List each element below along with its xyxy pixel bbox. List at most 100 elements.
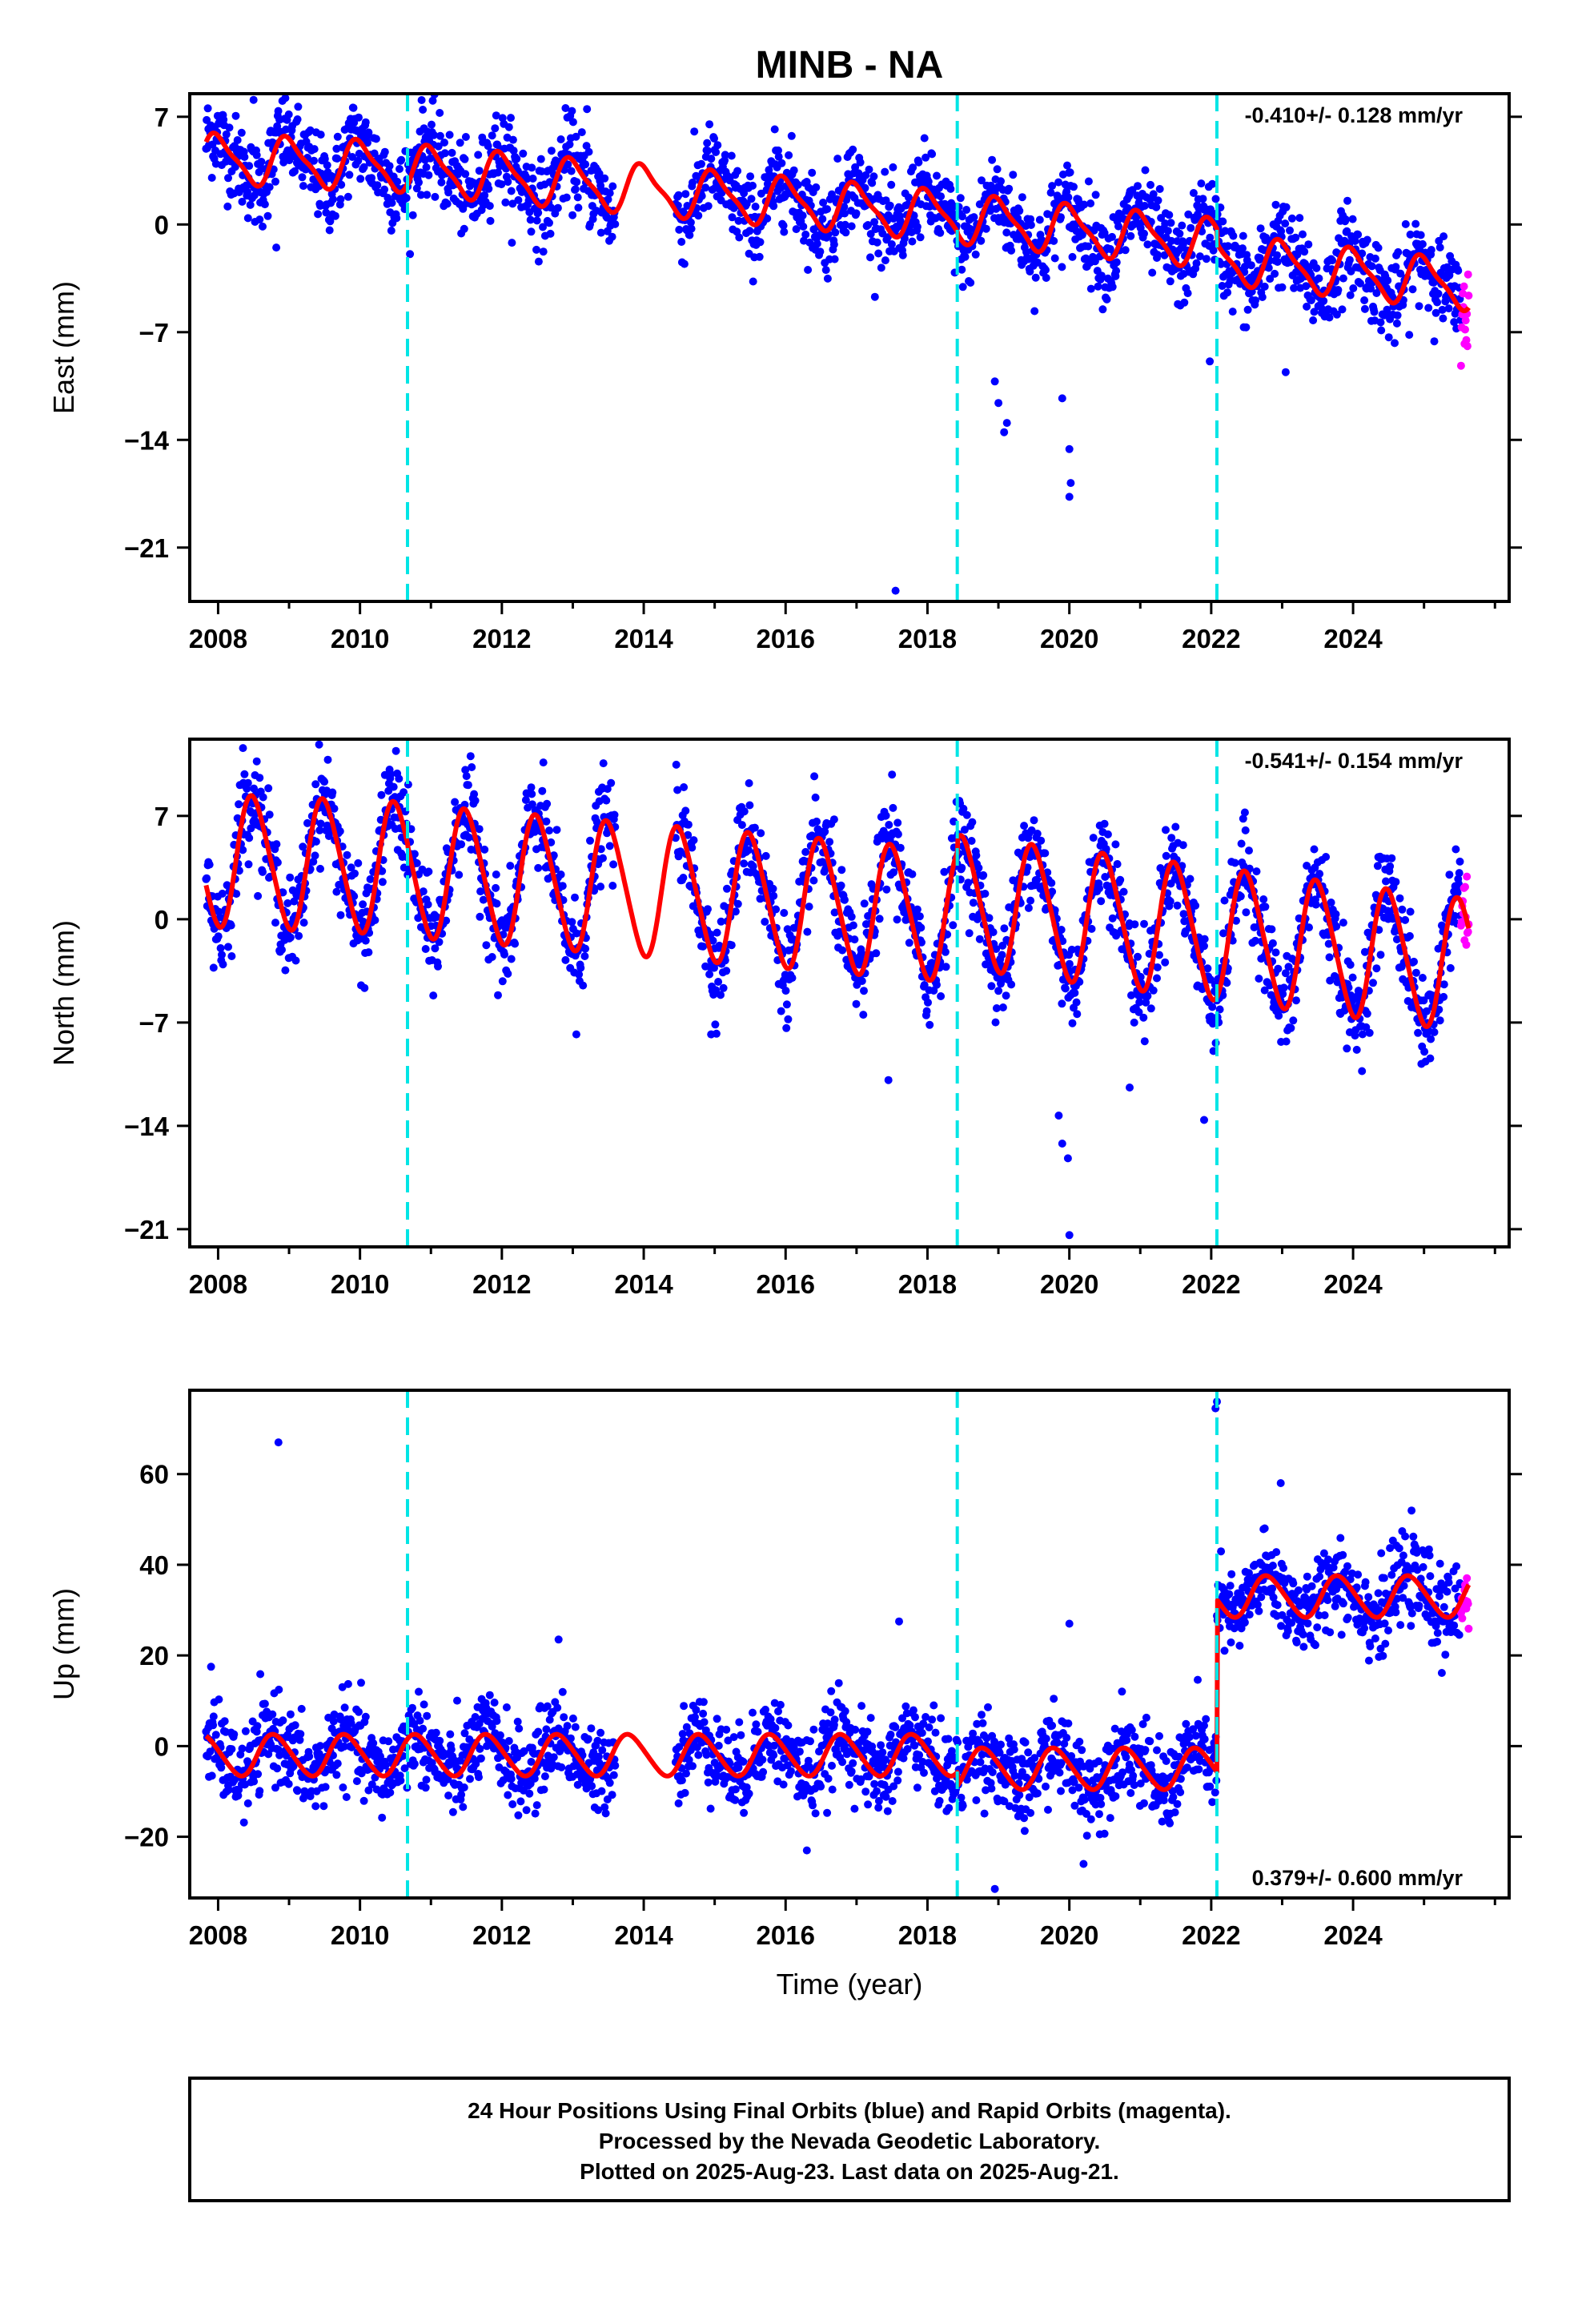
- rapid-orbit-point: [1456, 361, 1465, 370]
- final-orbit-point: [462, 772, 471, 781]
- final-orbit-point: [470, 790, 479, 798]
- final-orbit-point: [466, 752, 475, 761]
- final-orbit-point: [735, 233, 744, 242]
- final-orbit-point: [898, 251, 907, 259]
- final-orbit-point: [397, 155, 406, 164]
- final-orbit-point: [712, 148, 721, 156]
- final-orbit-point: [209, 963, 218, 972]
- final-orbit-point: [1299, 230, 1307, 239]
- final-orbit-point: [218, 889, 227, 898]
- final-orbit-point: [513, 1717, 522, 1726]
- final-orbit-point: [1087, 924, 1096, 933]
- final-orbit-point: [484, 184, 493, 193]
- final-orbit-point: [1363, 235, 1371, 244]
- final-orbit-point: [681, 806, 690, 815]
- final-orbit-point: [1349, 284, 1358, 292]
- final-orbit-point: [763, 214, 772, 223]
- final-orbit-point: [1086, 284, 1095, 293]
- final-orbit-point: [253, 1722, 262, 1731]
- final-orbit-point: [547, 147, 556, 155]
- final-orbit-point: [704, 147, 712, 155]
- final-orbit-point: [271, 919, 279, 927]
- final-orbit-point: [1002, 991, 1010, 1000]
- final-orbit-point: [689, 1762, 697, 1771]
- final-orbit-point: [677, 238, 686, 246]
- final-orbit-point: [689, 836, 698, 845]
- final-orbit-point: [1239, 814, 1247, 823]
- final-orbit-point: [701, 183, 710, 192]
- final-orbit-point: [780, 909, 789, 917]
- final-orbit-point: [1127, 991, 1135, 999]
- final-orbit-point: [961, 252, 970, 261]
- final-orbit-point: [1392, 319, 1401, 328]
- final-orbit-point: [813, 817, 821, 826]
- final-orbit-point: [1408, 285, 1417, 294]
- final-orbit-point: [1228, 308, 1237, 316]
- final-orbit-point: [532, 1801, 541, 1810]
- final-orbit-point: [859, 1011, 868, 1019]
- final-orbit-point: [540, 1785, 548, 1794]
- final-orbit-point: [571, 185, 580, 194]
- final-orbit-point: [1302, 282, 1311, 291]
- final-orbit-point: [232, 890, 241, 899]
- final-orbit-point: [1303, 302, 1311, 311]
- final-orbit-point: [926, 1020, 934, 1029]
- final-orbit-point: [1275, 1011, 1283, 1020]
- final-orbit-point: [209, 1712, 218, 1721]
- final-orbit-point: [545, 826, 553, 835]
- final-orbit-point: [746, 172, 755, 181]
- final-orbit-point: [378, 878, 387, 887]
- final-orbit-point: [1166, 277, 1174, 286]
- final-orbit-point: [850, 935, 859, 944]
- final-orbit-point: [1371, 254, 1379, 263]
- final-orbit-point: [1166, 897, 1174, 906]
- final-orbit-point: [557, 1763, 566, 1771]
- final-orbit-point: [1435, 243, 1444, 251]
- final-orbit-point: [471, 1713, 480, 1721]
- final-orbit-point: [788, 974, 797, 983]
- final-orbit-point: [385, 162, 394, 171]
- final-orbit-point: [1221, 227, 1230, 235]
- final-orbit-point: [371, 916, 379, 924]
- final-orbit-point: [435, 938, 444, 947]
- final-orbit-point: [704, 905, 712, 914]
- final-orbit-point: [866, 253, 874, 262]
- final-orbit-point: [602, 796, 611, 805]
- final-orbit-point: [781, 987, 790, 995]
- final-orbit-point: [860, 899, 869, 908]
- final-orbit-point: [723, 884, 731, 893]
- final-orbit-point: [545, 219, 553, 227]
- final-orbit-point: [345, 171, 354, 179]
- final-orbit-point: [1026, 896, 1035, 905]
- final-orbit-point: [1178, 240, 1187, 249]
- final-orbit-point: [1258, 293, 1267, 301]
- final-orbit-point: [1067, 945, 1076, 954]
- final-orbit-point: [950, 817, 958, 826]
- rapid-orbit-point: [1462, 336, 1471, 344]
- final-orbit-point: [1135, 998, 1144, 1007]
- final-orbit-point: [480, 845, 489, 854]
- final-orbit-point: [1063, 161, 1071, 170]
- final-orbit-point: [1223, 242, 1232, 251]
- final-orbit-point: [847, 222, 856, 231]
- final-orbit-point: [1192, 259, 1201, 267]
- final-orbit-point: [1410, 957, 1418, 966]
- final-orbit-point: [562, 193, 571, 202]
- final-orbit-point: [1401, 915, 1410, 924]
- final-orbit-point: [1108, 232, 1116, 241]
- final-orbit-point: [239, 1818, 248, 1827]
- final-orbit-point: [1007, 980, 1016, 989]
- final-orbit-point: [677, 1776, 686, 1785]
- final-orbit-point: [423, 191, 432, 199]
- final-orbit-point: [370, 149, 379, 158]
- final-orbit-point: [933, 980, 941, 989]
- final-orbit-point: [476, 887, 485, 896]
- final-orbit-point: [941, 947, 950, 956]
- final-orbit-point: [829, 240, 838, 249]
- final-orbit-point: [936, 228, 945, 237]
- final-orbit-point: [1108, 914, 1117, 923]
- final-orbit-point: [970, 213, 978, 222]
- final-orbit-point: [322, 208, 331, 217]
- outlier-point: [1033, 830, 1042, 838]
- final-orbit-point: [275, 1685, 283, 1694]
